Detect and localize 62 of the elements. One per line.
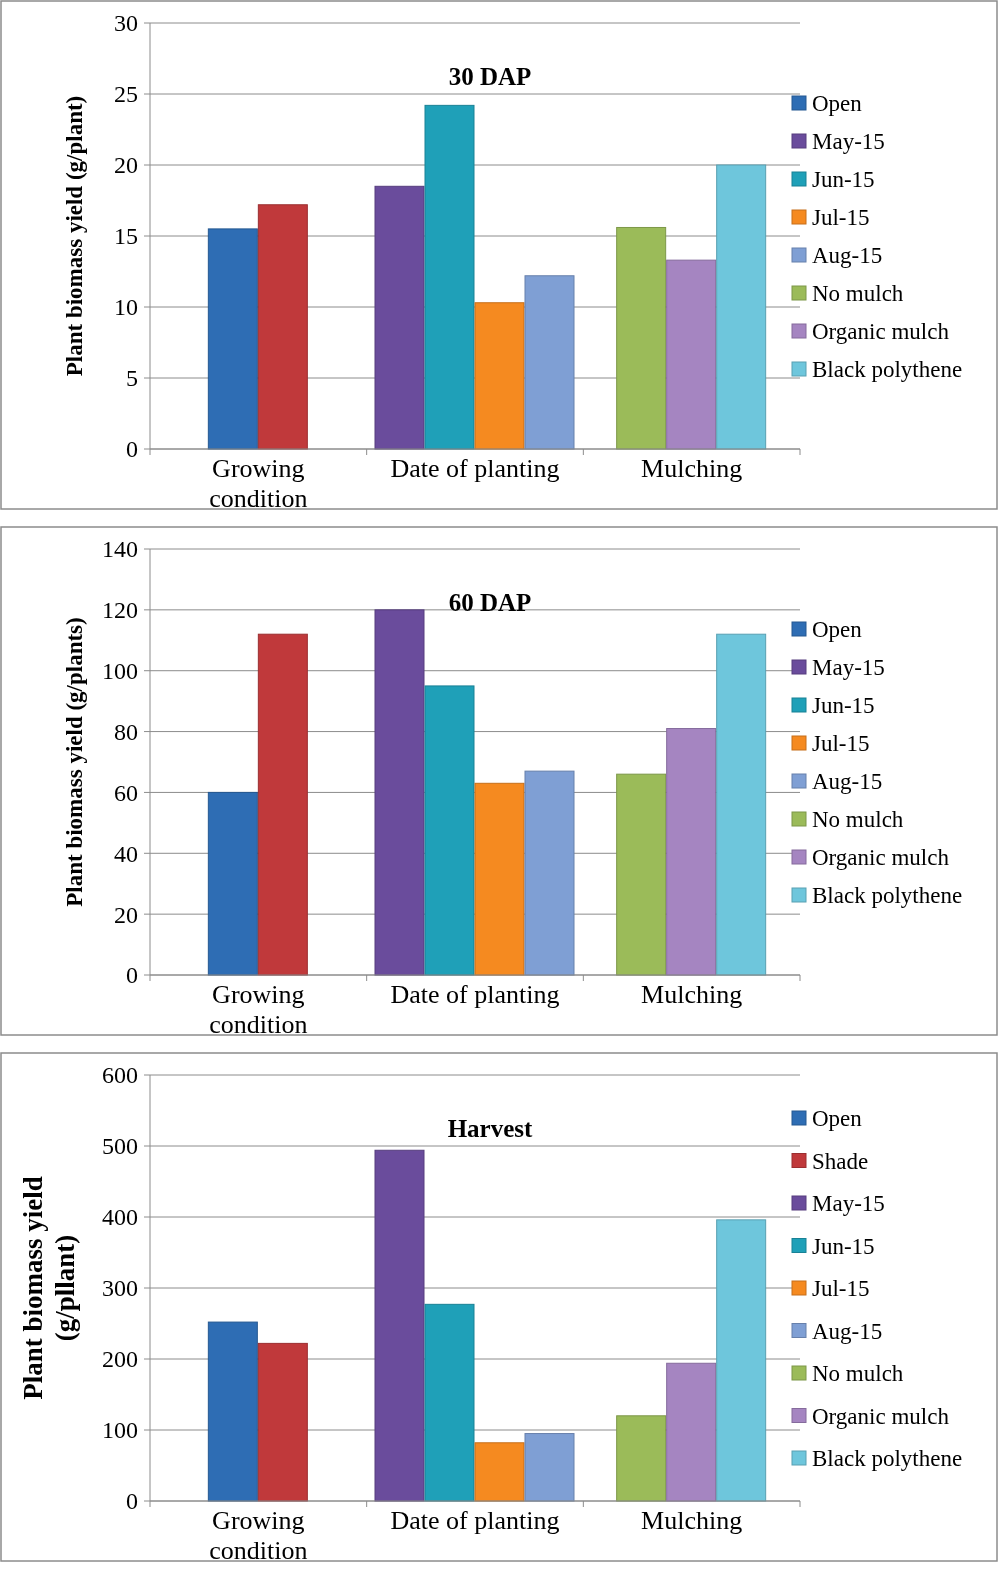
legend-label: No mulch (812, 281, 904, 307)
y-tick-label: 25 (114, 81, 138, 108)
x-tick-label: Growing condition (209, 980, 308, 1039)
y-tick-label: 500 (102, 1133, 138, 1160)
y-tick-label: 0 (126, 436, 138, 463)
x-tick-label: Mulching (641, 454, 743, 483)
legend-label: Black polythene (812, 1446, 963, 1472)
y-tick-label: 0 (126, 962, 138, 989)
y-tick-label: 300 (102, 1275, 138, 1302)
legend-label: Jul-15 (812, 731, 870, 757)
y-tick-label: 400 (102, 1204, 138, 1231)
legend-label: May-15 (812, 655, 885, 681)
legend-label: Open (812, 617, 863, 643)
y-tick-label: 30 (114, 10, 138, 37)
legend-label: Aug-15 (812, 243, 883, 269)
legend-label: Aug-15 (812, 769, 883, 795)
x-tick-label: Growing condition (209, 1506, 308, 1565)
y-axis-title: Plant biomass yield (g/plants) (62, 617, 87, 907)
legend-label: Organic mulch (812, 319, 950, 345)
legend-label: Open (812, 1106, 863, 1132)
y-tick-label: 140 (102, 536, 138, 563)
y-tick-label: 80 (114, 718, 138, 745)
legend-label: Open (812, 91, 863, 117)
y-tick-label: 20 (114, 901, 138, 928)
legend-label: Organic mulch (812, 845, 950, 871)
legend-label: Shade (812, 1148, 869, 1174)
y-tick-label: 40 (114, 840, 138, 867)
y-axis-title: Plant biomass yield (g/plant) (62, 95, 87, 377)
y-tick-label: 100 (102, 1417, 138, 1444)
x-tick-label: Date of planting (390, 454, 560, 483)
legend-label: May-15 (812, 1191, 885, 1217)
y-tick-label: 10 (114, 294, 138, 321)
y-tick-label: 0 (126, 1488, 138, 1515)
text: 60 DAP (448, 589, 532, 616)
legend-label: Jul-15 (812, 205, 870, 231)
legend-label: Organic mulch (812, 1403, 950, 1429)
legend-label: Black polythene (812, 357, 963, 383)
legend-label: Jun-15 (812, 693, 875, 719)
text: Harvest (447, 1115, 534, 1142)
legend-label: Jun-15 (812, 167, 875, 193)
legend-label: May-15 (812, 129, 885, 155)
y-tick-label: 5 (126, 365, 138, 392)
x-tick-label: Date of planting (390, 980, 560, 1009)
y-tick-label: 100 (102, 658, 138, 685)
y-tick-label: 20 (114, 152, 138, 179)
x-tick-label: Mulching (641, 980, 743, 1009)
y-tick-label: 15 (114, 223, 138, 250)
y-tick-label: 120 (102, 597, 138, 624)
text: 30 DAP (448, 63, 532, 90)
legend-label: Black polythene (812, 883, 963, 909)
x-tick-label: Date of planting (390, 1506, 560, 1535)
y-tick-label: 600 (102, 1062, 138, 1089)
legend-label: No mulch (812, 807, 904, 833)
legend-label: Aug-15 (812, 1318, 883, 1344)
y-tick-label: 200 (102, 1346, 138, 1373)
y-tick-label: 60 (114, 779, 138, 806)
legend-label: No mulch (812, 1361, 904, 1387)
x-tick-label: Growing condition (209, 454, 308, 513)
legend-label: Jun-15 (812, 1233, 875, 1259)
y-axis-title: Plant biomass yield (g/pllant) (18, 1176, 80, 1400)
legend-label: Jul-15 (812, 1276, 870, 1302)
x-tick-label: Mulching (641, 1506, 743, 1535)
